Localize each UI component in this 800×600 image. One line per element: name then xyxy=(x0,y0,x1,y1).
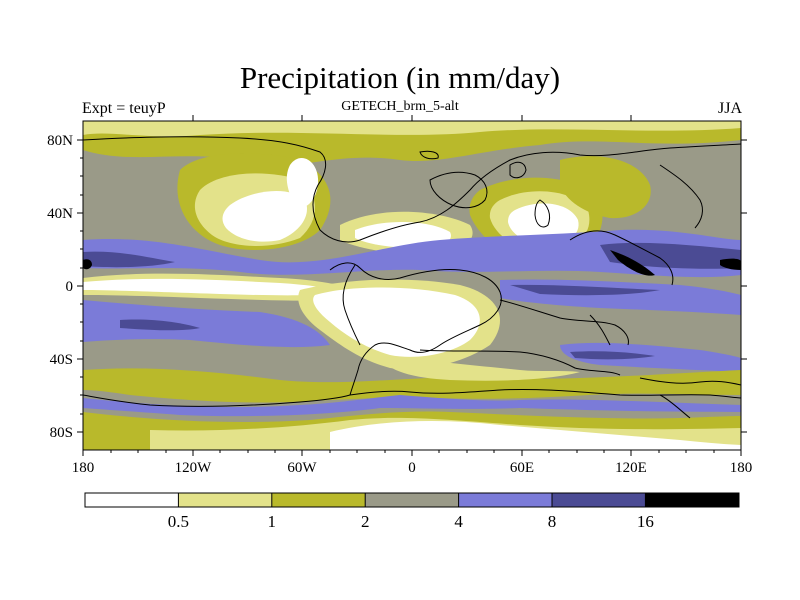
colorbar-swatch xyxy=(271,493,366,507)
colorbar-label: 4 xyxy=(454,512,463,531)
coastline-island-2 xyxy=(534,199,551,228)
lat-tick-label: 80N xyxy=(47,133,73,149)
field-na-white xyxy=(222,190,308,242)
field-west-pacific-black xyxy=(610,250,655,276)
colorbar-frame xyxy=(84,492,740,508)
coastline-asia-east xyxy=(659,164,703,229)
coastline-island-1 xyxy=(419,150,439,160)
colorbar: 0.5 1 2 4 8 16 xyxy=(84,492,740,531)
map-subtitle: GETECH_brm_5-alt xyxy=(341,99,459,114)
colorbar-label: 1 xyxy=(268,512,277,531)
field-southern-ocean-yellow xyxy=(83,368,741,403)
coastline-west-south-america xyxy=(342,264,361,346)
season-label: JJA xyxy=(717,100,742,117)
coastline-antarctica-east xyxy=(659,394,691,419)
coastline-australia xyxy=(639,377,741,386)
lat-tick-label: 80S xyxy=(50,425,73,441)
field-dateline-black xyxy=(720,258,741,270)
colorbar-swatch xyxy=(365,493,459,507)
field-north-tropics-blue xyxy=(83,229,741,278)
lon-tick-label: 60W xyxy=(287,460,317,476)
field-southern-indian-dark xyxy=(570,351,655,360)
coastline-east-asia xyxy=(569,230,674,286)
lat-tick-label: 40N xyxy=(47,206,73,222)
colorbar-swatch xyxy=(552,493,646,507)
colorbar-label: 8 xyxy=(548,512,557,531)
colorbar-swatch xyxy=(645,493,739,507)
coastline-antarctica-north-1 xyxy=(419,349,621,376)
map-title: Precipitation (in mm/day) xyxy=(239,60,561,95)
coastline-inland-sea xyxy=(429,171,488,209)
field-south-africa-light xyxy=(380,355,580,381)
field-southern-indian-blue xyxy=(560,342,741,372)
colorbar-swatch xyxy=(85,493,179,507)
field-antarctic-white xyxy=(330,420,741,450)
coastline-caspian xyxy=(509,161,527,179)
colorbar-swatch xyxy=(458,493,552,507)
field-east-pacific-dark xyxy=(83,251,175,268)
precipitation-field xyxy=(83,121,741,450)
lat-tick-labels: 80N 40N 0 40S 80S xyxy=(47,133,73,441)
coastline-antarctica-north-2 xyxy=(349,388,741,399)
coastline-south-america xyxy=(329,262,502,396)
lat-tick-label: 0 xyxy=(66,279,74,295)
coastline-antarctica-west xyxy=(83,394,351,407)
lon-tick-labels: 180 120W 60W 0 60E 120E 180 xyxy=(72,460,753,476)
field-south-pacific-blue xyxy=(83,300,330,348)
colorbar-label: 2 xyxy=(361,512,370,531)
lon-tick-label: 180 xyxy=(730,460,753,476)
field-south-atlantic-white xyxy=(313,287,480,357)
experiment-label: Expt = teuyP xyxy=(82,100,166,117)
lat-tick-label: 40S xyxy=(50,352,73,368)
colorbar-label: 0.5 xyxy=(168,512,189,531)
colorbar-label: 16 xyxy=(637,512,654,531)
field-south-pacific-dark xyxy=(120,319,200,331)
coastlines xyxy=(83,136,741,419)
lon-tick-label: 120E xyxy=(615,460,647,476)
field-arctic-light xyxy=(83,121,741,137)
lon-tick-label: 180 xyxy=(72,460,95,476)
field-indian-dark xyxy=(510,284,660,296)
field-antarctic-margin-blue xyxy=(83,395,741,417)
coastline-india xyxy=(499,299,629,346)
coastline-india-east xyxy=(589,314,611,346)
coastline-north xyxy=(83,136,741,243)
lon-tick-label: 120W xyxy=(175,460,213,476)
colorbar-swatch xyxy=(178,493,272,507)
lon-tick-label: 60E xyxy=(510,460,534,476)
field-dateline-black-west xyxy=(83,259,92,270)
field-greenland-white xyxy=(286,157,319,208)
field-equatorial-white xyxy=(83,278,345,296)
lon-tick-label: 0 xyxy=(408,460,416,476)
tick-marks xyxy=(77,115,747,456)
field-siberia-yellow xyxy=(560,156,651,219)
